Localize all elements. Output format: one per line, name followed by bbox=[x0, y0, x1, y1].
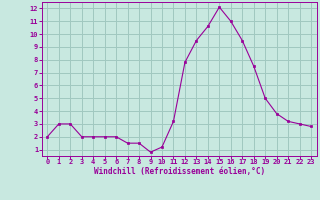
X-axis label: Windchill (Refroidissement éolien,°C): Windchill (Refroidissement éolien,°C) bbox=[94, 167, 265, 176]
